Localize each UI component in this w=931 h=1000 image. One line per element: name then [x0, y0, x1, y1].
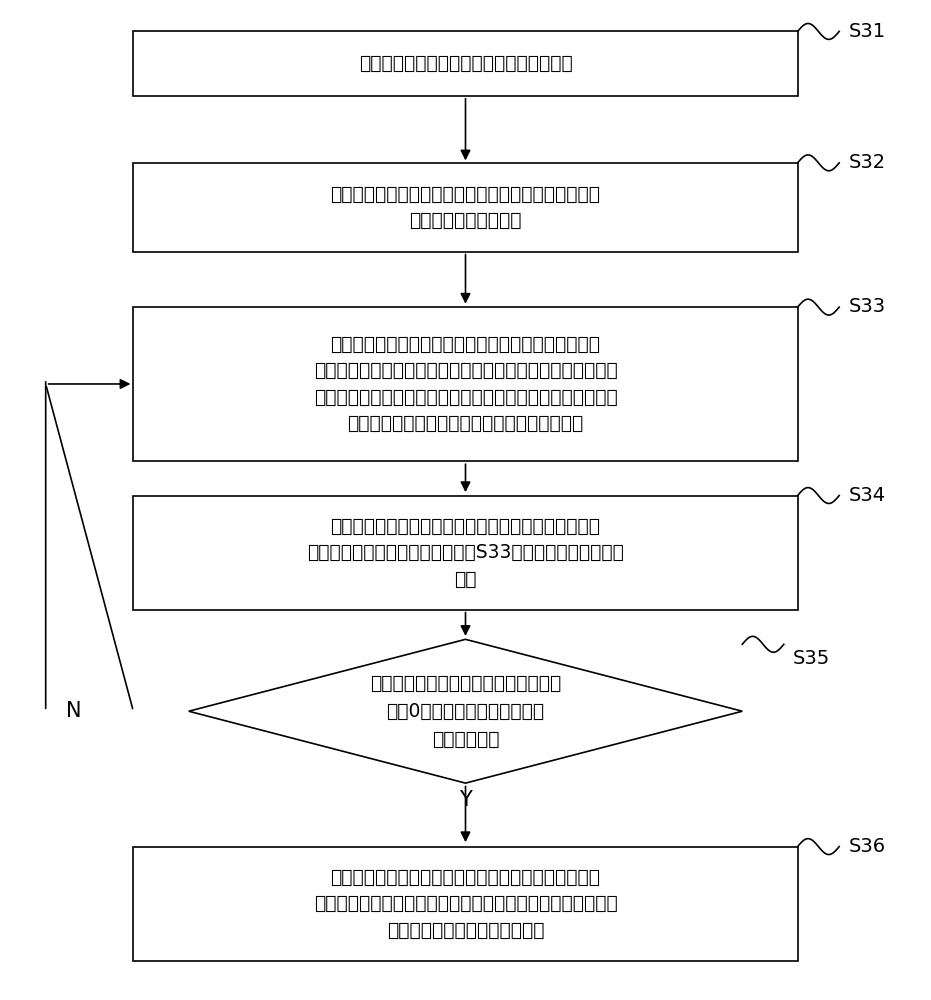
Polygon shape	[189, 639, 742, 783]
Text: 根据典型状态数，设定聚类分析的聚类数。: 根据典型状态数，设定聚类分析的聚类数。	[358, 54, 573, 73]
Text: S33: S33	[848, 297, 885, 316]
FancyBboxPatch shape	[133, 163, 798, 252]
FancyBboxPatch shape	[133, 31, 798, 96]
FancyBboxPatch shape	[133, 496, 798, 610]
Text: S35: S35	[793, 649, 830, 668]
Text: S32: S32	[848, 153, 885, 172]
Text: 记录并保存聚类完成后的中心点与各聚类区的数据值，
根据实际情况分析并判断最终的聚类区所对应的实验设备的典
型状态，建立设备状态标准库。: 记录并保存聚类完成后的中心点与各聚类区的数据值， 根据实际情况分析并判断最终的聚…	[314, 868, 617, 940]
Text: Y: Y	[459, 790, 472, 810]
Text: S34: S34	[848, 486, 885, 505]
Text: 根据给定的数据，分别计算每组数据与中心点的欧式距
离，若是第一次进入循环，则计算每组数据与初始中心点的欧
式距离，然后记录每组数据与哪个中心点距离最近，并将每组: 根据给定的数据，分别计算每组数据与中心点的欧式距 离，若是第一次进入循环，则计算…	[314, 335, 617, 433]
Text: N: N	[65, 701, 81, 721]
FancyBboxPatch shape	[133, 307, 798, 461]
Text: 根据新聚类区，分别计算每个聚类区中所有数据的平均
值，将平均值作为新中心点，并将S33中的中心点作为旧中心
点。: 根据新聚类区，分别计算每个聚类区中所有数据的平均 值，将平均值作为新中心点，并将…	[307, 517, 624, 589]
Text: S31: S31	[848, 22, 885, 41]
Text: 利用随机数生成算法，生成指定聚类数的随机数组，并
将其作为初始中心点。: 利用随机数生成算法，生成指定聚类数的随机数组，并 将其作为初始中心点。	[331, 185, 600, 230]
Text: 判断新中心点与旧中心点的欧式距离是
否为0？或者循环计数值是否达
到某一数值？: 判断新中心点与旧中心点的欧式距离是 否为0？或者循环计数值是否达 到某一数值？	[370, 674, 561, 749]
FancyBboxPatch shape	[133, 847, 798, 961]
Text: S36: S36	[848, 837, 885, 856]
